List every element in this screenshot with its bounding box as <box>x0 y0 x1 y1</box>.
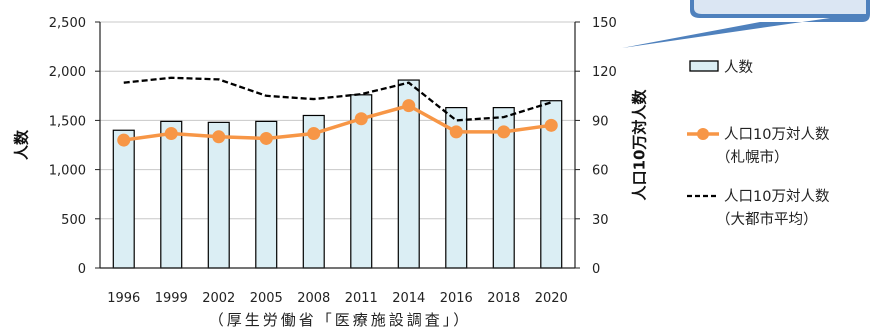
x-tick-label: 2002 <box>202 291 235 306</box>
y-left-axis-title: 人数 <box>13 129 31 160</box>
series-line-average <box>123 76 552 122</box>
bar <box>112 129 135 269</box>
y-left-tick-label: 0 <box>78 262 86 277</box>
x-tick-label: 1999 <box>155 291 188 306</box>
point-sapporo <box>497 125 511 139</box>
y-right-tick-label: 120 <box>592 65 617 80</box>
point-sapporo <box>307 127 321 141</box>
x-tick-label: 2011 <box>345 291 378 306</box>
y-left-tick-label: 1,000 <box>49 164 86 179</box>
bar <box>160 120 183 269</box>
y-right-tick-label: 90 <box>592 114 609 129</box>
y-left-tick-label: 2,500 <box>49 16 86 31</box>
series-line-sapporo <box>123 103 552 142</box>
axis-layer <box>95 21 580 269</box>
point-sapporo <box>259 131 273 145</box>
x-tick-label: 2005 <box>250 291 283 306</box>
line-layer <box>117 76 558 147</box>
point-sapporo <box>544 118 558 132</box>
point-sapporo <box>117 133 131 147</box>
legend-label-sapporo-1: 人口10万対人数 <box>724 126 830 143</box>
bar <box>207 121 230 269</box>
y-right-axis-title: 人口10万対人数 <box>631 89 649 201</box>
legend-label-average-2: （大都市平均） <box>716 211 818 228</box>
x-tick-label: 2018 <box>487 291 520 306</box>
y-left-tick-label: 2,000 <box>49 65 86 80</box>
y-right-tick-label: 0 <box>592 262 600 277</box>
y-left-tick-label: 500 <box>61 213 86 228</box>
point-sapporo <box>402 99 416 113</box>
legend-label-bar: 人数 <box>724 59 753 76</box>
legend: 人数 人口10万対人数 （札幌市） 人口10万対人数 （大都市平均） <box>687 59 830 228</box>
x-tick-label: 2020 <box>535 291 568 306</box>
y-left-tick-label: 1,500 <box>49 114 86 129</box>
y-right-tick-label: 30 <box>592 213 609 228</box>
y-right-tick-label: 150 <box>592 16 617 31</box>
x-tick-label: 2016 <box>440 291 473 306</box>
tick-layer: 0 0 500 30 1,000 60 1,500 90 2,000 120 2,500 150 199… <box>49 16 617 306</box>
callout-shape <box>622 0 870 48</box>
legend-label-sapporo-2: （札幌市） <box>716 149 789 166</box>
legend-label-average-1: 人口10万対人数 <box>724 188 830 205</box>
x-tick-label: 2008 <box>297 291 330 306</box>
point-sapporo <box>212 130 226 144</box>
point-sapporo <box>354 112 368 126</box>
legend-swatch-bar <box>689 60 719 72</box>
point-sapporo <box>164 127 178 141</box>
x-tick-label: 1996 <box>107 291 140 306</box>
x-tick-label: 2014 <box>392 291 425 306</box>
point-sapporo <box>449 125 463 139</box>
legend-marker-sapporo <box>697 128 709 140</box>
source-note: （厚生労働省「医療施設調査」） <box>209 311 472 329</box>
y-right-tick-label: 60 <box>592 164 609 179</box>
bar-layer <box>112 79 563 269</box>
